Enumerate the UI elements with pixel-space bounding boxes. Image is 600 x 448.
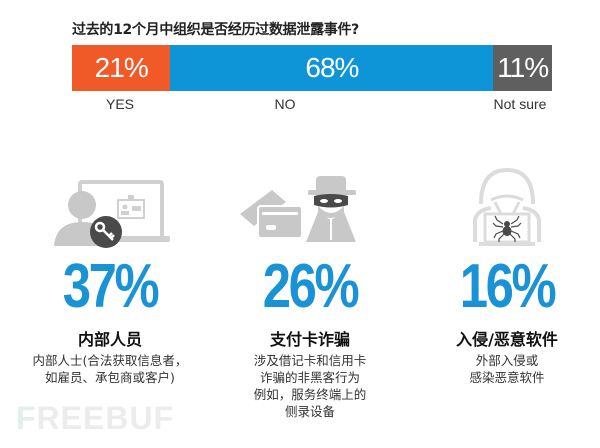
bar-segment-no: 68%: [170, 45, 494, 91]
category-insiders: 内部人员: [77, 330, 142, 349]
watermark-first-letter: F: [16, 400, 37, 436]
description-line: 例如，服务终端上的: [253, 387, 367, 402]
description-hacking-malware: 外部入侵或 感染恶意软件: [407, 352, 600, 386]
description-line: 外部入侵或: [475, 353, 539, 368]
description-line: 感染恶意软件: [469, 370, 545, 385]
hacker-spider-icon: [407, 150, 600, 250]
stat-card-fraud: 26% 支付卡诈骗 涉及借记卡和信用卡 诈骗的非黑客行为 例如，服务终端上的 侧…: [210, 150, 410, 420]
freebuf-watermark: FREEBUF: [16, 400, 174, 437]
bar-segment-not-sure: 11%: [493, 45, 552, 91]
card-fraud-thief-icon: [210, 150, 410, 250]
segment-label-yes: YES: [105, 96, 135, 112]
bar-segment-yes: 21%: [72, 45, 171, 91]
chart-title: 过去的12个月中组织是否经历过数据泄露事件?: [72, 22, 360, 38]
percent-card-fraud: 26%: [262, 252, 360, 321]
stacked-bar: 21% 68% 11%: [72, 45, 552, 91]
description-line: 侧录设备: [284, 404, 335, 419]
description-line: 内部人士(合法获取信息者，: [32, 353, 188, 368]
segment-value-yes: 21%: [94, 52, 149, 83]
percent-hacking-malware: 16%: [459, 252, 557, 321]
percent-insiders: 37%: [62, 252, 160, 321]
segment-value-no: 68%: [305, 52, 359, 83]
segment-value-not-sure: 11%: [497, 52, 549, 83]
category-card-fraud: 支付卡诈骗: [269, 330, 350, 349]
segment-label-no: NO: [274, 96, 296, 112]
watermark-rest: REEBUF: [36, 400, 175, 436]
description-line: 涉及借记卡和信用卡: [253, 353, 367, 368]
insider-user-key-icon: [10, 150, 210, 250]
stat-hacking-malware: 16% 入侵/恶意软件 外部入侵或 感染恶意软件: [407, 150, 600, 386]
description-card-fraud: 涉及借记卡和信用卡 诈骗的非黑客行为 例如，服务终端上的 侧录设备: [210, 352, 410, 420]
description-line: 如雇员、承包商或客户): [45, 370, 175, 385]
segment-label-not-sure: Not sure: [493, 96, 547, 112]
description-insiders: 内部人士(合法获取信息者， 如雇员、承包商或客户): [10, 352, 210, 386]
category-hacking-malware: 入侵/恶意软件: [456, 330, 558, 349]
segment-labels: YES NO Not sure: [72, 96, 552, 114]
stat-insiders: 37% 内部人员 内部人士(合法获取信息者， 如雇员、承包商或客户): [10, 150, 210, 386]
description-line: 诈骗的非黑客行为: [259, 370, 360, 385]
